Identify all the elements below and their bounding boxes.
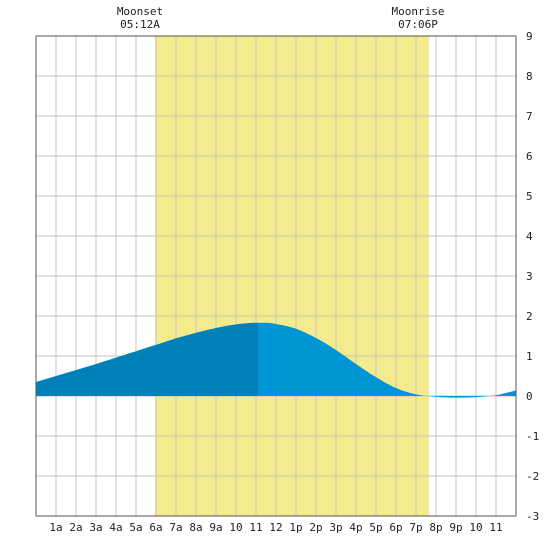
x-tick-label: 5p: [369, 521, 382, 534]
x-tick-label: 3p: [329, 521, 342, 534]
x-tick-label: 6a: [149, 521, 162, 534]
y-tick-label: 3: [526, 270, 533, 283]
y-tick-label: 7: [526, 110, 533, 123]
moon-event-name: Moonrise: [392, 5, 445, 18]
y-tick-label: -1: [526, 430, 539, 443]
moon-event-time: 05:12A: [120, 18, 160, 31]
y-tick-label: 4: [526, 230, 533, 243]
y-tick-label: 5: [526, 190, 533, 203]
tide-area-rising: [36, 322, 258, 396]
x-tick-label: 2p: [309, 521, 322, 534]
y-tick-label: 8: [526, 70, 533, 83]
x-tick-label: 7p: [409, 521, 422, 534]
x-tick-label: 8p: [429, 521, 442, 534]
x-tick-label: 9p: [449, 521, 462, 534]
x-tick-label: 12: [269, 521, 282, 534]
moon-event-name: Moonset: [117, 5, 163, 18]
y-tick-label: -2: [526, 470, 539, 483]
y-tick-label: 0: [526, 390, 533, 403]
y-tick-label: 9: [526, 30, 533, 43]
x-tick-label: 4a: [109, 521, 122, 534]
plot-frame: [35, 35, 517, 517]
x-tick-label: 1a: [49, 521, 62, 534]
x-tick-label: 3a: [89, 521, 102, 534]
y-tick-label: -3: [526, 510, 539, 523]
x-tick-label: 10: [229, 521, 242, 534]
moon-event-time: 07:06P: [398, 18, 438, 31]
x-tick-label: 9a: [209, 521, 222, 534]
x-tick-label: 4p: [349, 521, 362, 534]
x-tick-label: 8a: [189, 521, 202, 534]
x-tick-label: 11: [249, 521, 262, 534]
y-tick-label: 1: [526, 350, 533, 363]
x-tick-label: 10: [469, 521, 482, 534]
y-tick-label: 6: [526, 150, 533, 163]
tide-area-falling: [258, 322, 516, 398]
x-tick-label: 7a: [169, 521, 182, 534]
y-tick-label: 2: [526, 310, 533, 323]
x-tick-label: 2a: [69, 521, 82, 534]
x-tick-label: 5a: [129, 521, 142, 534]
x-tick-label: 11: [489, 521, 502, 534]
x-tick-label: 6p: [389, 521, 402, 534]
x-tick-label: 1p: [289, 521, 302, 534]
